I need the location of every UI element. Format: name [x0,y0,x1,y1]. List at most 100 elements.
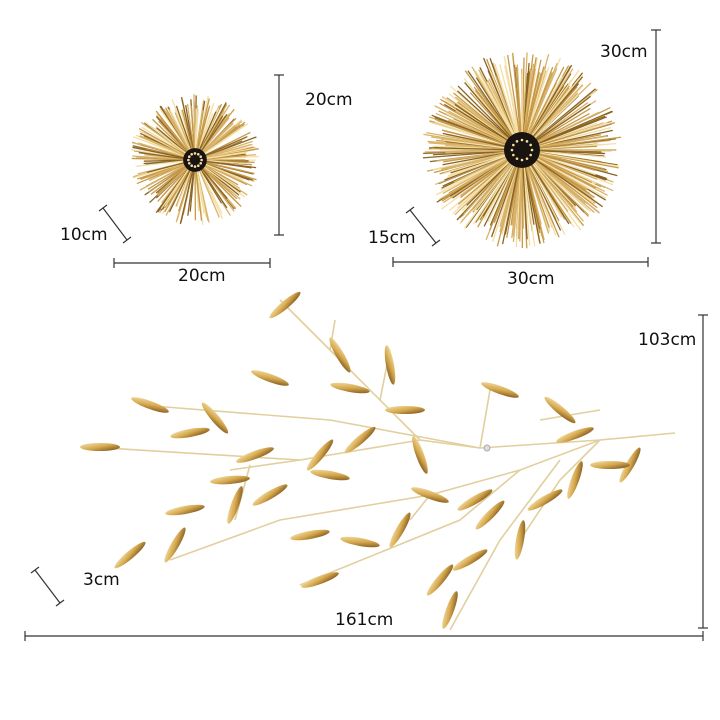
spike [533,151,620,167]
spike [512,161,522,237]
spike [533,152,596,171]
spike [486,81,518,140]
leaf [567,461,583,499]
spike [526,160,566,235]
spike [164,166,192,213]
spike [525,161,550,228]
spike [473,86,516,141]
leaf [251,370,289,386]
spike [457,157,514,209]
spike [454,103,513,144]
spike-tip [190,164,194,168]
spike [493,160,519,224]
spike [531,156,598,209]
spike [152,118,190,155]
spike [443,139,511,150]
leaf [556,427,594,443]
leaf [114,541,146,569]
spike [138,151,188,160]
spike [527,68,574,141]
spike [464,82,515,142]
spike-tip [199,155,203,158]
small-height-label: 20cm [305,90,353,110]
leaf [385,406,425,414]
spike [196,105,211,153]
spike-tip [196,152,200,156]
spike [533,135,607,149]
spike [431,114,512,147]
spike-tip [512,153,515,157]
spike-tip [530,148,534,152]
spike [202,161,255,175]
spike [530,94,579,143]
mount-screw [483,444,491,452]
spike [453,92,514,143]
spike [505,68,521,139]
spike [533,122,615,148]
branch-decor [80,291,676,631]
spike [521,52,528,139]
spike [532,154,593,184]
leaf [384,345,396,385]
spike-tip [200,158,203,162]
leaf [590,461,630,469]
spike [187,167,195,216]
spike [501,161,520,231]
branch-depth-line-cap [30,566,40,574]
spike [533,149,606,155]
leaf [290,529,330,541]
large-width-label: 30cm [507,269,555,289]
spike [168,166,193,213]
spike [525,161,550,234]
spike [531,102,589,144]
spike [438,155,513,201]
spike-tip [190,152,193,156]
spike [533,134,601,149]
spike [201,131,251,158]
small-depth-label: 10cm [60,225,108,245]
spike-tip [187,158,190,162]
branch-stem [479,389,491,449]
large-depth-label: 15cm [368,228,416,248]
leaf [306,439,334,471]
spike [460,158,515,223]
spike [197,167,220,218]
spike [196,102,215,153]
spike [512,52,522,139]
spike [463,158,515,215]
spike [529,84,584,142]
spike [147,162,188,179]
spike [201,123,249,157]
branch-stem [299,469,521,586]
spike [180,167,194,223]
spike [200,165,236,201]
spike [197,166,223,214]
spike-tip [520,138,524,142]
spike [199,113,228,154]
spike [202,162,244,180]
spike [532,115,606,147]
leaf [201,402,229,434]
large-depth-line [409,209,437,244]
sphere-core [183,148,207,172]
leaf [475,500,505,530]
leaf [236,447,274,463]
spike [526,68,558,140]
spike [169,109,193,154]
spike [429,147,511,151]
small-sphere-decor [130,94,259,225]
spike [174,112,193,153]
spike [424,149,511,153]
spike [157,165,191,202]
spike [201,135,248,158]
leaf [514,520,526,560]
spike [460,156,513,199]
spike-tip [520,158,524,162]
spike-tip [512,143,515,147]
leaf [344,426,376,454]
spike [202,152,247,160]
spike [528,159,569,212]
spike [202,161,257,181]
leaf [301,572,339,588]
